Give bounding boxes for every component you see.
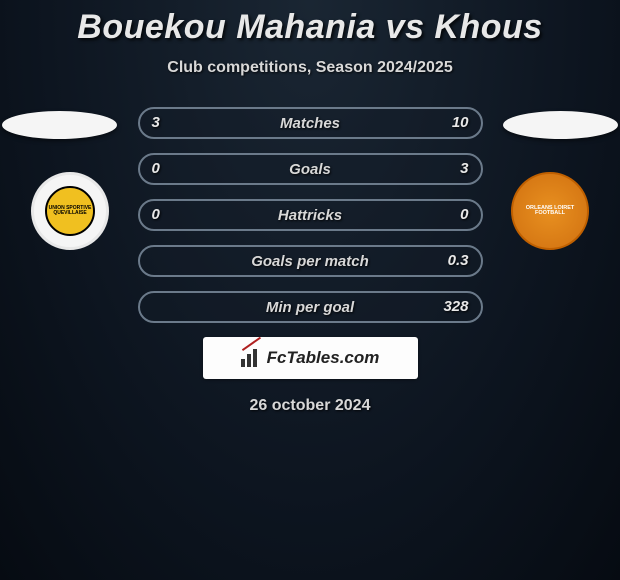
stat-label: Min per goal [140, 299, 481, 316]
brand-label: FcTables.com [267, 348, 380, 368]
stat-row-min-per-goal: Min per goal 328 [138, 291, 483, 323]
stat-label: Matches [140, 115, 481, 132]
subtitle: Club competitions, Season 2024/2025 [0, 59, 620, 77]
stat-label: Goals [140, 161, 481, 178]
club-badge-left-label: UNION SPORTIVE QUEVILLAISE [40, 206, 100, 216]
stat-right-value: 328 [443, 298, 468, 315]
stat-right-value: 0 [460, 206, 468, 223]
stat-row-goals: 0 Goals 3 [138, 153, 483, 185]
stat-label: Goals per match [140, 253, 481, 270]
club-badge-right-label: ORLEANS LOIRET FOOTBALL [520, 206, 580, 217]
spotlight-right [503, 111, 618, 139]
date-label: 26 october 2024 [0, 397, 620, 415]
stat-label: Hattricks [140, 207, 481, 224]
stats-list: 3 Matches 10 0 Goals 3 0 Hattricks 0 Goa… [138, 107, 483, 323]
stat-row-hattricks: 0 Hattricks 0 [138, 199, 483, 231]
club-badge-left: UNION SPORTIVE QUEVILLAISE [31, 172, 109, 250]
stat-right-value: 3 [460, 160, 468, 177]
club-badge-right: ORLEANS LOIRET FOOTBALL [511, 172, 589, 250]
stat-left-value: 0 [152, 206, 160, 223]
stat-left-value: 0 [152, 160, 160, 177]
bar-chart-icon [241, 349, 263, 367]
stat-left-value: 3 [152, 114, 160, 131]
page-title: Bouekou Mahania vs Khous [0, 0, 620, 47]
brand-badge[interactable]: FcTables.com [203, 337, 418, 379]
stat-right-value: 10 [452, 114, 469, 131]
stat-right-value: 0.3 [448, 252, 469, 269]
stat-row-goals-per-match: Goals per match 0.3 [138, 245, 483, 277]
stat-row-matches: 3 Matches 10 [138, 107, 483, 139]
comparison-area: UNION SPORTIVE QUEVILLAISE ORLEANS LOIRE… [0, 107, 620, 415]
spotlight-left [2, 111, 117, 139]
brand-text: FcTables.com [241, 348, 380, 368]
